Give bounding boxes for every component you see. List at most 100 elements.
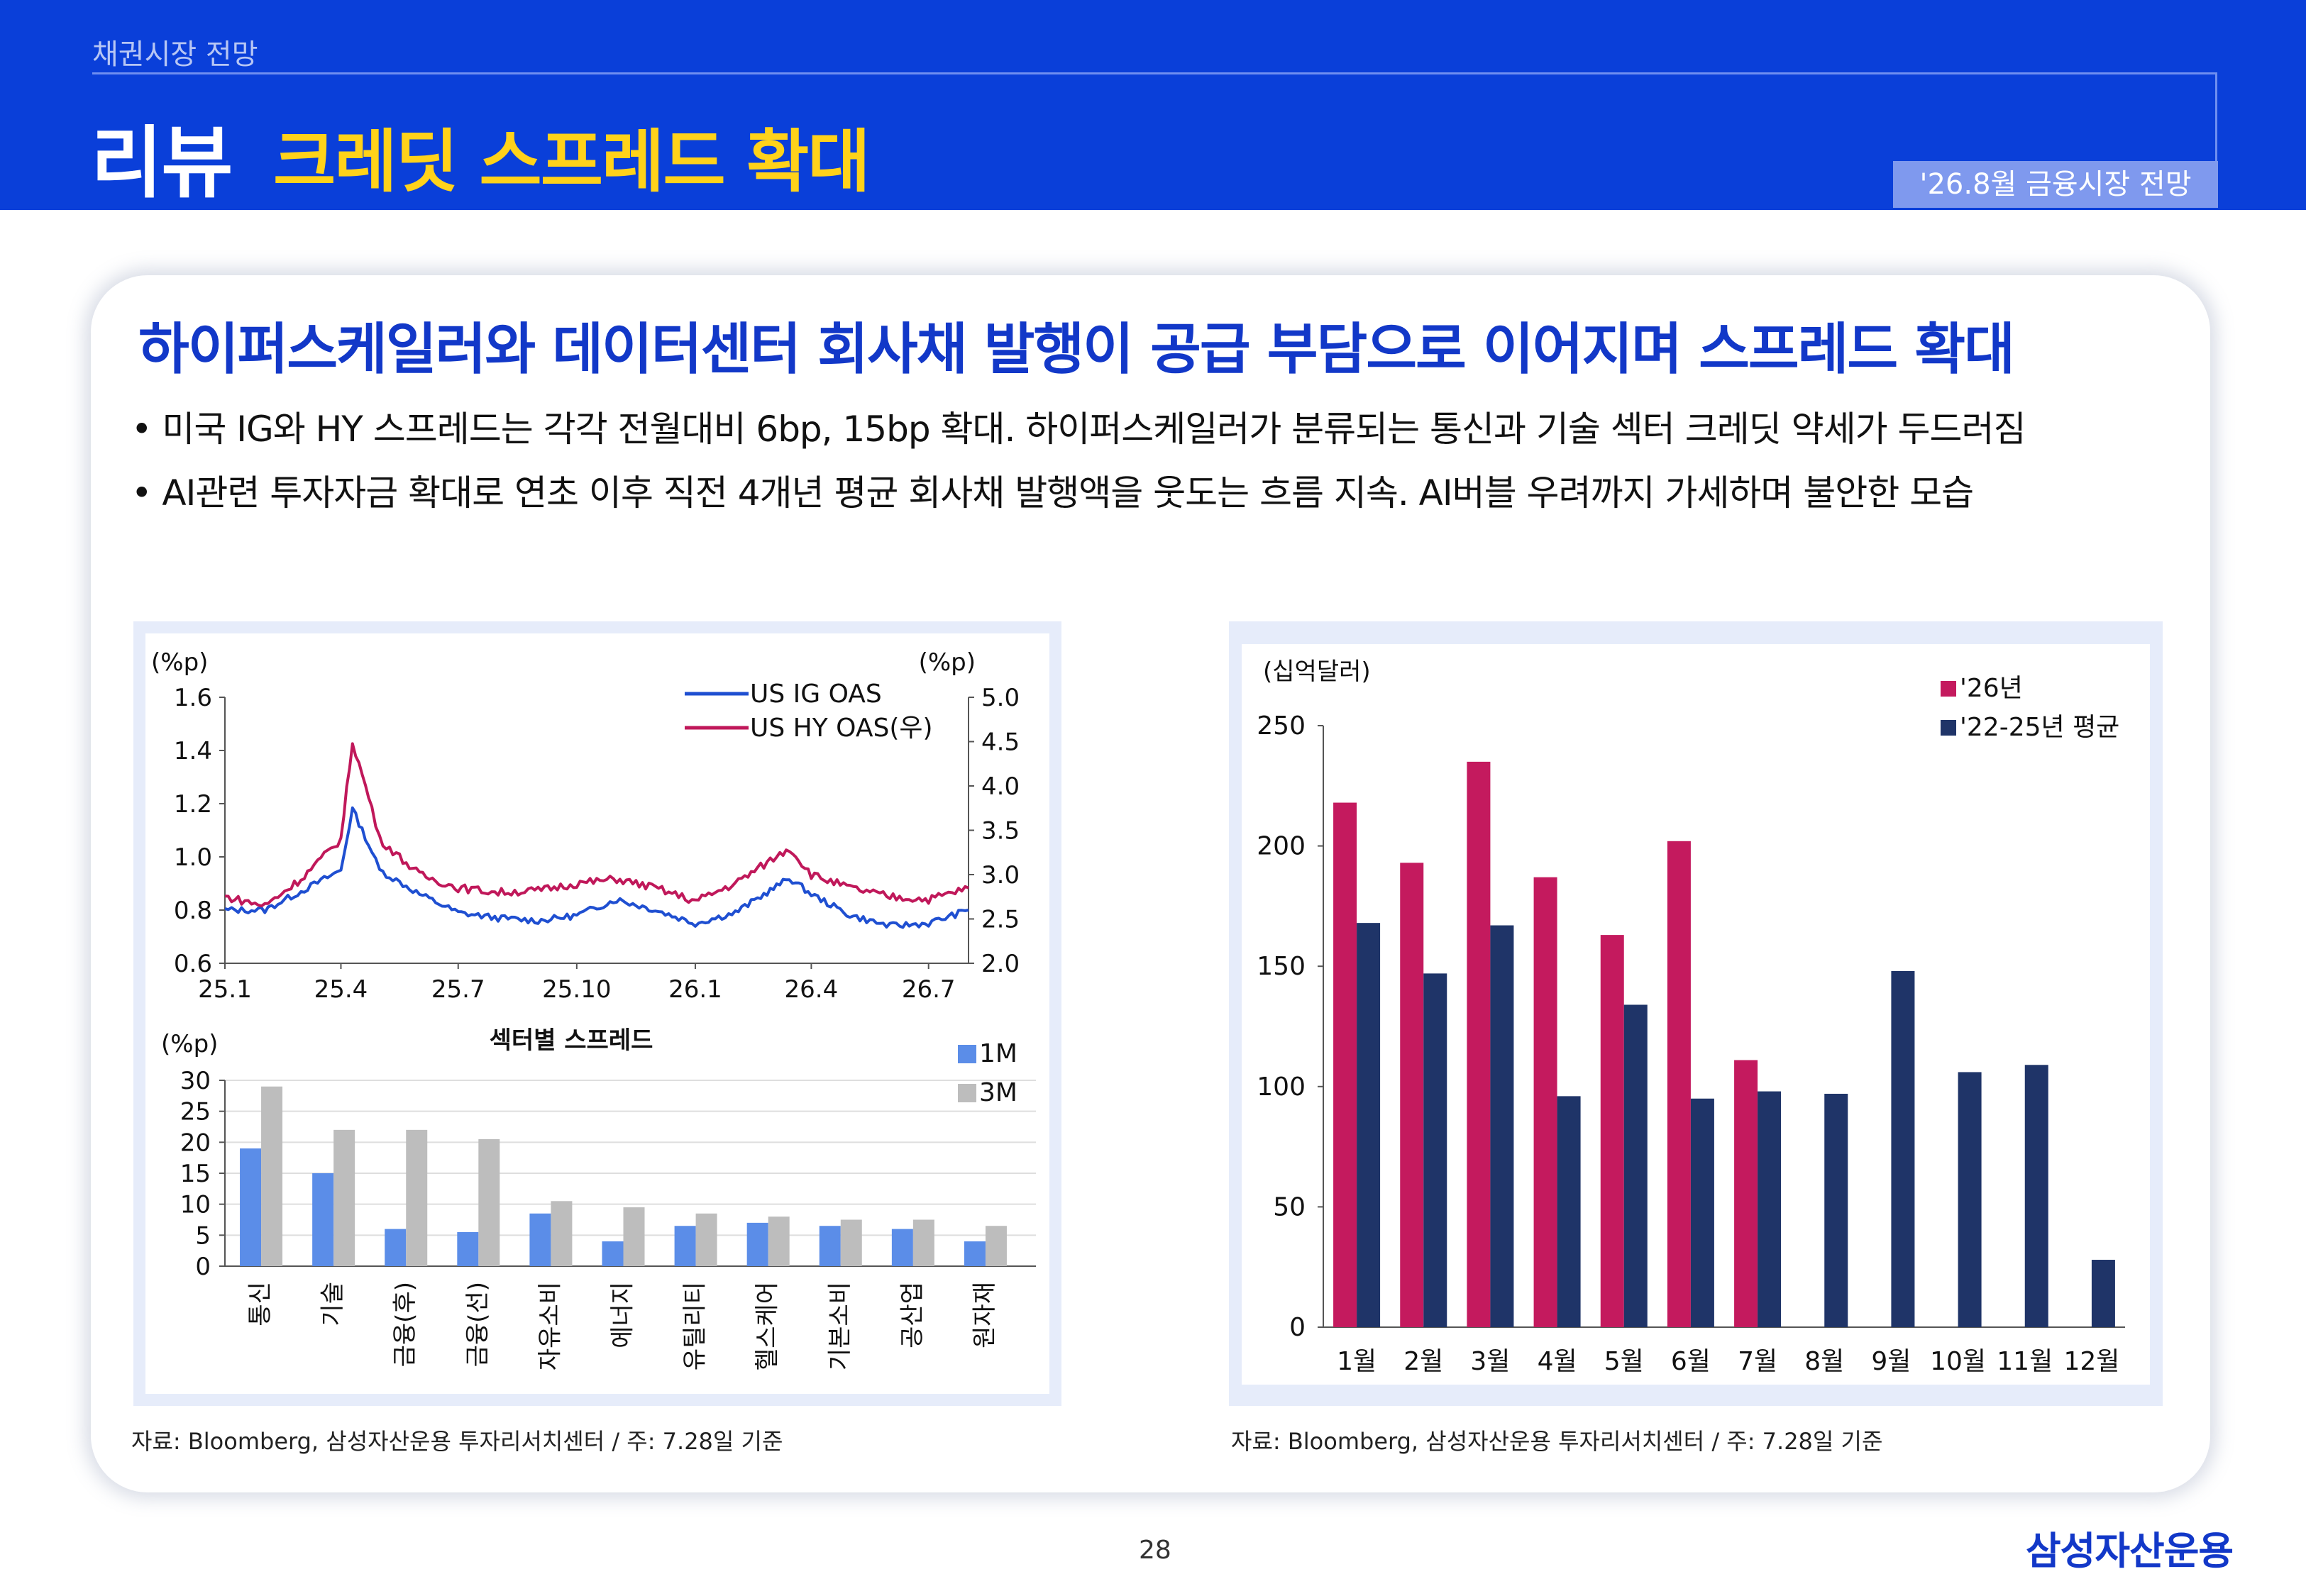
bar-1M [602, 1241, 624, 1266]
bar-1M [964, 1241, 986, 1266]
y-tick-label: 250 [1257, 711, 1306, 741]
x-tick-label: 7월 [1738, 1347, 1777, 1376]
bar-avg [2024, 1065, 2048, 1327]
bar-2026 [1333, 802, 1357, 1327]
x-tick-label: 8월 [1804, 1347, 1844, 1376]
legend-label: '26년 [1960, 674, 2023, 703]
left-tick-label: 1.2 [174, 790, 212, 819]
bar-avg [1824, 1093, 1848, 1327]
x-tick-label: 2월 [1403, 1347, 1443, 1376]
x-tick-label: 26.1 [668, 975, 722, 1004]
y-tick-label: 150 [1257, 952, 1306, 981]
x-tick-label: 5월 [1604, 1347, 1644, 1376]
y-tick-label: 30 [180, 1067, 211, 1095]
bar-3M [985, 1226, 1007, 1266]
x-tick-label: 기술 [319, 1282, 347, 1326]
y-tick-label: 0 [1289, 1313, 1306, 1342]
legend-label: 1M [979, 1039, 1017, 1068]
bar-3M [695, 1213, 717, 1266]
y-tick-label: 10 [180, 1191, 211, 1219]
axis-unit: (십억달러) [1263, 658, 1371, 686]
x-tick-label: 26.4 [785, 975, 839, 1004]
bar-3M [333, 1129, 355, 1266]
left-tick-label: 1.6 [174, 684, 212, 712]
page-title: 리뷰 [91, 118, 233, 209]
company-logo: 삼성자산운용 [2026, 1529, 2234, 1573]
bar-1M [529, 1213, 551, 1266]
issuance-bar-chart: (십억달러) 0 50 100 150 200 250 1월 2월 3월 4월 5월 6월 7월 8월 9월 1… [1257, 658, 2125, 1376]
series-line-hy [224, 742, 969, 908]
header-bar: 채권시장 전망 리뷰 크레딧 스프레드 확대 '26.8월 금융시장 전망 [0, 0, 2306, 210]
y-tick-label: 20 [180, 1129, 211, 1157]
x-tick-label: 금융(선) [463, 1282, 492, 1367]
x-tick-label: 26.7 [902, 975, 956, 1004]
bar-1M [891, 1229, 913, 1266]
right-tick-label: 4.5 [981, 728, 1020, 757]
header-divider-vertical [2215, 72, 2217, 207]
bar-avg [2091, 1260, 2115, 1327]
x-tick-label: 12월 [2063, 1347, 2119, 1376]
left-axis-unit: (%p) [151, 648, 208, 677]
bullet-1: • 미국 IG와 HY 스프레드는 각각 전월대비 6bp, 15bp 확대. … [131, 409, 2026, 450]
x-tick-label: 원자재 [971, 1282, 999, 1348]
y-tick-label: 200 [1257, 832, 1306, 861]
left-tick-label: 1.4 [174, 737, 212, 765]
x-tick-label: 11월 [1997, 1347, 2053, 1376]
page-subtitle: 크레딧 스프레드 확대 [273, 122, 871, 201]
right-axis-unit: (%p) [919, 648, 976, 677]
bar-3M [406, 1129, 428, 1266]
x-tick-label: 1월 [1337, 1347, 1377, 1376]
bar-3M [840, 1219, 862, 1266]
x-tick-label: 기본소비 [826, 1282, 854, 1370]
right-tick-label: 3.5 [981, 817, 1020, 846]
bar-avg [1357, 923, 1381, 1327]
right-tick-label: 2.0 [981, 950, 1020, 978]
legend-swatch [1941, 681, 1956, 697]
bar-2026 [1533, 877, 1557, 1327]
bar-3M [261, 1086, 283, 1266]
y-tick-label: 15 [180, 1160, 211, 1188]
bar-1M [240, 1148, 262, 1266]
bar-3M [478, 1138, 500, 1266]
bar-1M [457, 1231, 479, 1266]
right-tick-label: 2.5 [981, 906, 1020, 934]
y-tick-label: 0 [195, 1253, 211, 1281]
source-note-left: 자료: Bloomberg, 삼성자산운용 투자리서치센터 / 주: 7.28일… [131, 1428, 783, 1455]
left-tick-label: 1.0 [174, 843, 212, 872]
x-tick-label: 25.7 [431, 975, 485, 1004]
header-divider [92, 72, 2217, 74]
x-tick-label: 25.4 [314, 975, 368, 1004]
x-tick-label: 금융(후) [391, 1282, 419, 1367]
page-number: 28 [1139, 1536, 1171, 1565]
bullet-2: • AI관련 투자자금 확대로 연초 이후 직전 4개년 평균 회사채 발행액을… [131, 472, 1974, 514]
x-tick-label: 통신 [246, 1282, 275, 1326]
y-tick-label: 5 [195, 1221, 211, 1250]
bar-avg [1557, 1096, 1581, 1327]
bar-avg [1423, 973, 1447, 1327]
x-tick-label: 유틸리티 [681, 1282, 710, 1370]
left-tick-label: 0.6 [174, 950, 212, 978]
right-tick-label: 4.0 [981, 772, 1020, 801]
right-tick-label: 5.0 [981, 684, 1020, 712]
bar-avg [1623, 1004, 1648, 1327]
bar-avg [1758, 1091, 1782, 1327]
x-tick-label: 10월 [1930, 1347, 1986, 1376]
x-tick-label: 6월 [1671, 1347, 1711, 1376]
left-chart-area [145, 633, 1049, 1394]
bar-1M [819, 1226, 841, 1266]
bar-3M [623, 1207, 645, 1266]
x-tick-label: 헬스케어 [754, 1282, 782, 1370]
report-badge: '26.8월 금융시장 전망 [1893, 161, 2218, 208]
bar-avg [1891, 970, 1915, 1327]
spread-line-chart: (%p) (%p) 0.6 0.8 1.0 1.2 1.4 1.6 2.0 2.5 3.0 3.5 4.… [151, 648, 1020, 1004]
bar-1M [674, 1226, 696, 1266]
legend-label: US IG OAS [750, 680, 882, 709]
y-tick-label: 100 [1257, 1073, 1306, 1102]
y-tick-label: 50 [1273, 1192, 1306, 1221]
source-note-right: 자료: Bloomberg, 삼성자산운용 투자리서치센터 / 주: 7.28일… [1231, 1428, 1883, 1455]
y-tick-label: 25 [180, 1098, 211, 1126]
bar-1M [385, 1229, 407, 1266]
bar-avg [1490, 925, 1514, 1327]
bar-1M [746, 1222, 768, 1266]
x-tick-label: 에너지 [609, 1282, 637, 1348]
